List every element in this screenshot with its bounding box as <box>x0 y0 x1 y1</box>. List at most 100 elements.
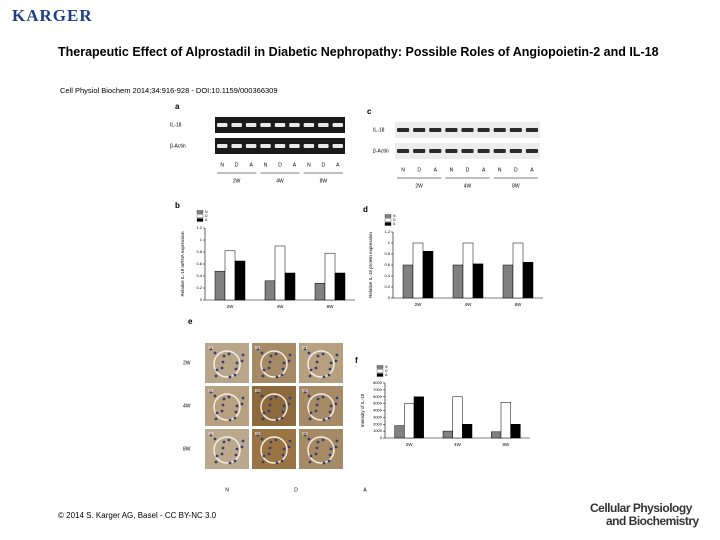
panel-letter: e <box>188 317 193 326</box>
legend-label: A <box>393 222 396 226</box>
nucleus <box>261 417 265 421</box>
blot-band <box>509 128 522 132</box>
nucleus <box>275 375 279 379</box>
nucleus <box>227 438 231 442</box>
y-tick-label: 0.6 <box>196 261 202 266</box>
lane-label: A <box>249 162 253 168</box>
nucleus <box>282 361 286 365</box>
nucleus <box>322 461 326 465</box>
nucleus <box>280 373 284 377</box>
nucleus <box>303 347 307 351</box>
nucleus <box>234 453 238 457</box>
nucleus <box>260 394 264 398</box>
blot-band <box>525 128 538 132</box>
y-axis-label: Relative IL-18 mRNA expression <box>180 231 185 297</box>
blot-row-label: IL-18 <box>170 122 182 128</box>
blot-band <box>461 149 474 153</box>
nucleus <box>321 352 325 356</box>
nucleus <box>260 437 264 441</box>
nucleus <box>309 454 313 458</box>
legend-swatch <box>196 218 204 222</box>
lane-label: N <box>307 162 311 168</box>
nucleus <box>307 351 311 355</box>
lane-label: A <box>434 167 438 173</box>
x-tick-label: 2W <box>415 302 423 307</box>
nucleus <box>220 409 224 413</box>
group-label: 8W <box>320 178 328 184</box>
nucleus <box>321 438 325 442</box>
nucleus <box>267 409 271 413</box>
glomerulus <box>213 436 241 464</box>
nucleus <box>222 354 226 358</box>
group-label: 4W <box>464 183 472 189</box>
nucleus <box>281 453 285 457</box>
glomerulus <box>260 436 288 464</box>
blot-band <box>445 149 458 153</box>
bar <box>314 282 326 301</box>
y-tick-label: 1000 <box>373 428 383 433</box>
nucleus <box>287 445 291 449</box>
blot-band <box>413 149 426 153</box>
blot-band <box>461 128 474 132</box>
nucleus <box>269 354 273 358</box>
nucleus <box>288 353 292 357</box>
y-tick-label: 7000 <box>373 387 383 392</box>
bar <box>284 272 296 301</box>
bar <box>452 396 463 439</box>
y-axis-label: Intensity of IL-18 <box>360 393 365 427</box>
nucleus <box>215 368 219 372</box>
blot-band <box>477 128 490 132</box>
nucleus <box>329 404 333 408</box>
glomerulus <box>307 436 335 464</box>
y-tick-label: 3000 <box>373 414 383 419</box>
nucleus <box>241 353 245 357</box>
nucleus <box>262 368 266 372</box>
nucleus <box>228 418 232 422</box>
nucleus <box>315 403 319 407</box>
nucleus <box>209 390 213 394</box>
x-tick-label: 2W <box>227 304 235 309</box>
nucleus <box>234 367 238 371</box>
bar <box>462 424 473 439</box>
nucleus <box>282 404 286 408</box>
glomerulus <box>307 350 335 378</box>
nucleus <box>280 459 284 463</box>
nucleus <box>316 354 320 358</box>
blot-band <box>332 144 343 148</box>
y-tick-label: 0.4 <box>384 273 390 278</box>
bar <box>472 263 484 299</box>
nucleus <box>268 446 272 450</box>
y-tick-label: 0.8 <box>384 251 390 256</box>
nucleus <box>227 395 231 399</box>
y-axis-label: Relative IL-18 protein expression <box>368 232 373 298</box>
lane-label: D <box>466 167 470 173</box>
y-tick-label: 5000 <box>373 401 383 406</box>
nucleus <box>309 411 313 415</box>
panel-letter: d <box>363 205 368 214</box>
legend-label: D <box>385 369 388 373</box>
nucleus <box>335 439 339 443</box>
nucleus <box>240 359 244 363</box>
glomerulus <box>213 393 241 421</box>
cell-label: B2 <box>255 388 261 393</box>
blot-band <box>429 149 442 153</box>
bar <box>224 250 236 301</box>
nucleus <box>308 460 312 464</box>
bar <box>394 425 405 439</box>
nucleus <box>213 437 217 441</box>
nucleus <box>303 390 307 394</box>
glomerulus <box>260 350 288 378</box>
legend-swatch <box>376 373 384 377</box>
bar <box>413 396 424 439</box>
nucleus <box>327 459 331 463</box>
group-label: 2W <box>415 183 423 189</box>
journal-line: and Biochemistry <box>606 514 699 528</box>
y-tick-label: 8000 <box>373 380 383 385</box>
nucleus <box>322 375 326 379</box>
nucleus <box>280 416 284 420</box>
title: Therapeutic Effect of Alprostadil in Dia… <box>58 45 659 59</box>
lane-label: A <box>530 167 534 173</box>
nucleus <box>228 461 232 465</box>
nucleus <box>314 366 318 370</box>
